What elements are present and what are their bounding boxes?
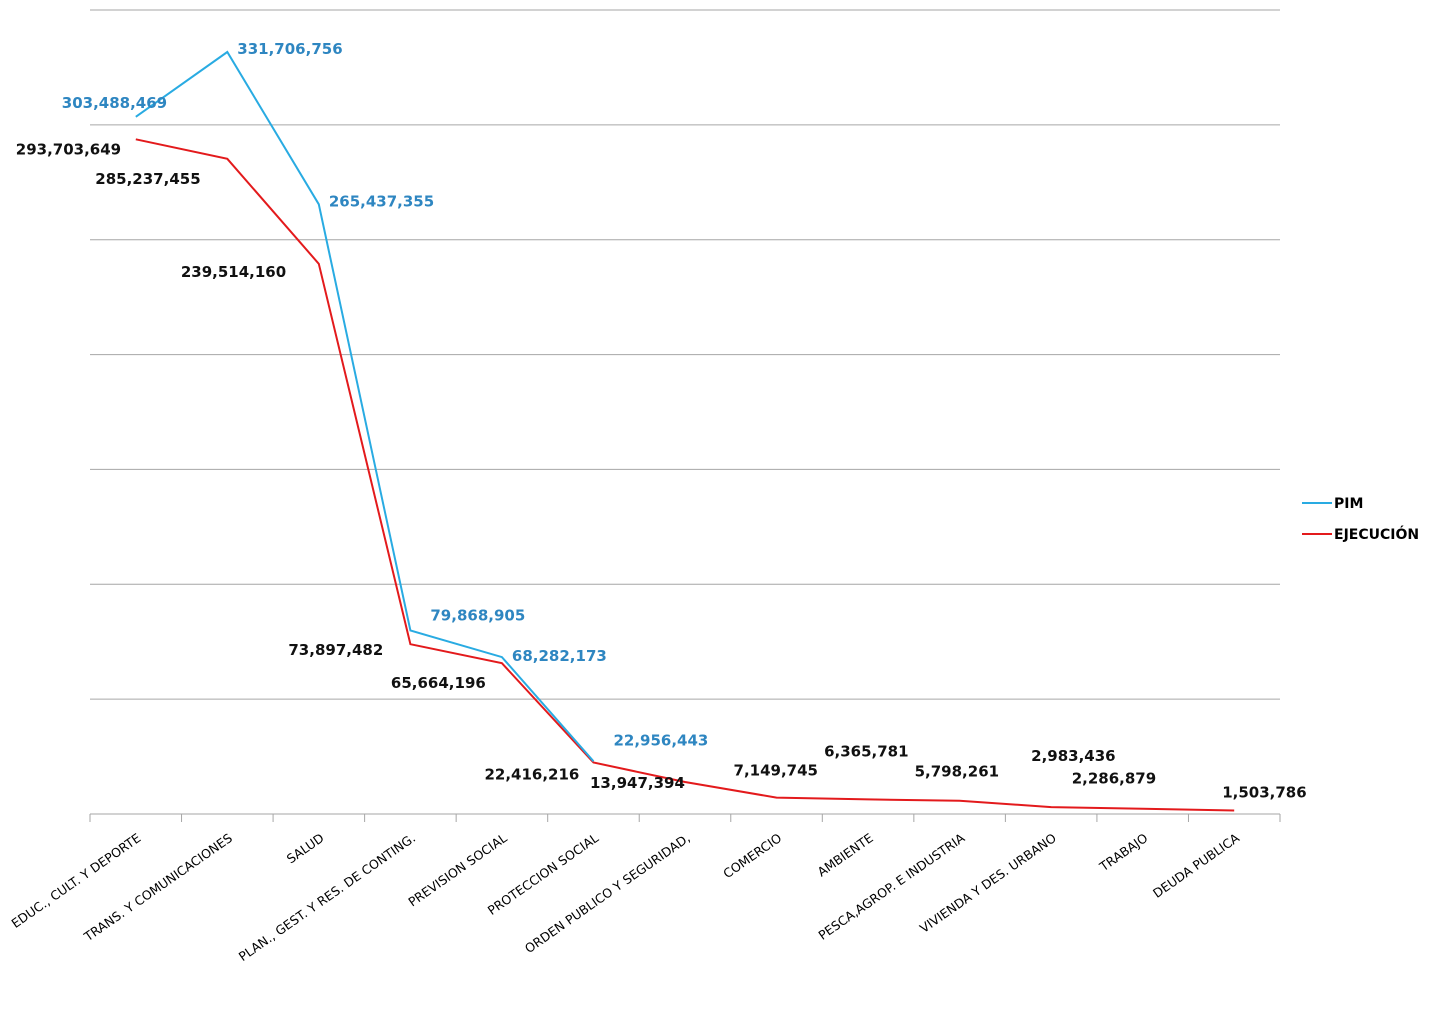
series-lines bbox=[135, 50, 1235, 812]
data-label-ejecucion: 293,703,649 bbox=[16, 140, 121, 158]
data-label-pim: 331,706,756 bbox=[237, 40, 342, 58]
x-tick-label: ORDEN PUBLICO Y SEGURIDAD, bbox=[522, 830, 693, 956]
x-tick-label: PESCA,AGROP. E INDUSTRIA bbox=[815, 830, 967, 943]
x-tick-label: PREVISION SOCIAL bbox=[405, 830, 509, 909]
data-label-ejecucion: 22,416,216 bbox=[484, 766, 579, 784]
data-label-pim: 303,488,469 bbox=[62, 94, 167, 112]
data-label-ejecucion: 65,664,196 bbox=[391, 674, 486, 692]
x-tick-label: AMBIENTE bbox=[814, 830, 875, 879]
x-tick-label: PLAN., GEST. Y RES. DE CONTING. bbox=[236, 830, 418, 964]
data-label-ejecucion: 7,149,745 bbox=[734, 762, 818, 780]
data-label-ejecucion: 239,514,160 bbox=[181, 263, 286, 281]
x-tick-label: SALUD bbox=[284, 830, 327, 866]
x-tick-label: TRABAJO bbox=[1096, 830, 1151, 875]
data-label-ejecucion: 73,897,482 bbox=[288, 641, 383, 659]
series-line-ejecucion bbox=[135, 138, 1235, 812]
data-label-ejecucion: 13,947,394 bbox=[590, 774, 685, 792]
x-tick-label: DEUDA PUBLICA bbox=[1150, 830, 1242, 901]
data-label-pim: 68,282,173 bbox=[512, 647, 607, 665]
legend-label-pim: PIM bbox=[1334, 496, 1363, 512]
data-label-ejecucion: 5,798,261 bbox=[915, 763, 999, 781]
gridlines bbox=[90, 9, 1280, 815]
data-label-ejecucion: 2,983,436 bbox=[1031, 747, 1115, 765]
legend: PIM EJECUCIÓN bbox=[1302, 496, 1419, 543]
legend-label-ejecucion: EJECUCIÓN bbox=[1334, 525, 1419, 543]
data-label-ejecucion: 1,503,786 bbox=[1222, 784, 1306, 802]
data-label-pim: 22,956,443 bbox=[613, 731, 708, 749]
x-tick-label: TRANS. Y COMUNICACIONES bbox=[80, 830, 235, 945]
data-label-ejecucion: 6,365,781 bbox=[824, 742, 908, 760]
data-label-pim: 265,437,355 bbox=[329, 192, 434, 210]
data-label-ejecucion: 285,237,455 bbox=[95, 170, 200, 188]
data-labels: 303,488,469 331,706,756 265,437,355 79,868,… bbox=[16, 40, 1307, 802]
x-tick-label: COMERCIO bbox=[720, 830, 784, 881]
data-label-ejecucion: 2,286,879 bbox=[1072, 770, 1156, 788]
series-line-pim bbox=[135, 50, 595, 762]
data-label-pim: 79,868,905 bbox=[430, 607, 525, 625]
